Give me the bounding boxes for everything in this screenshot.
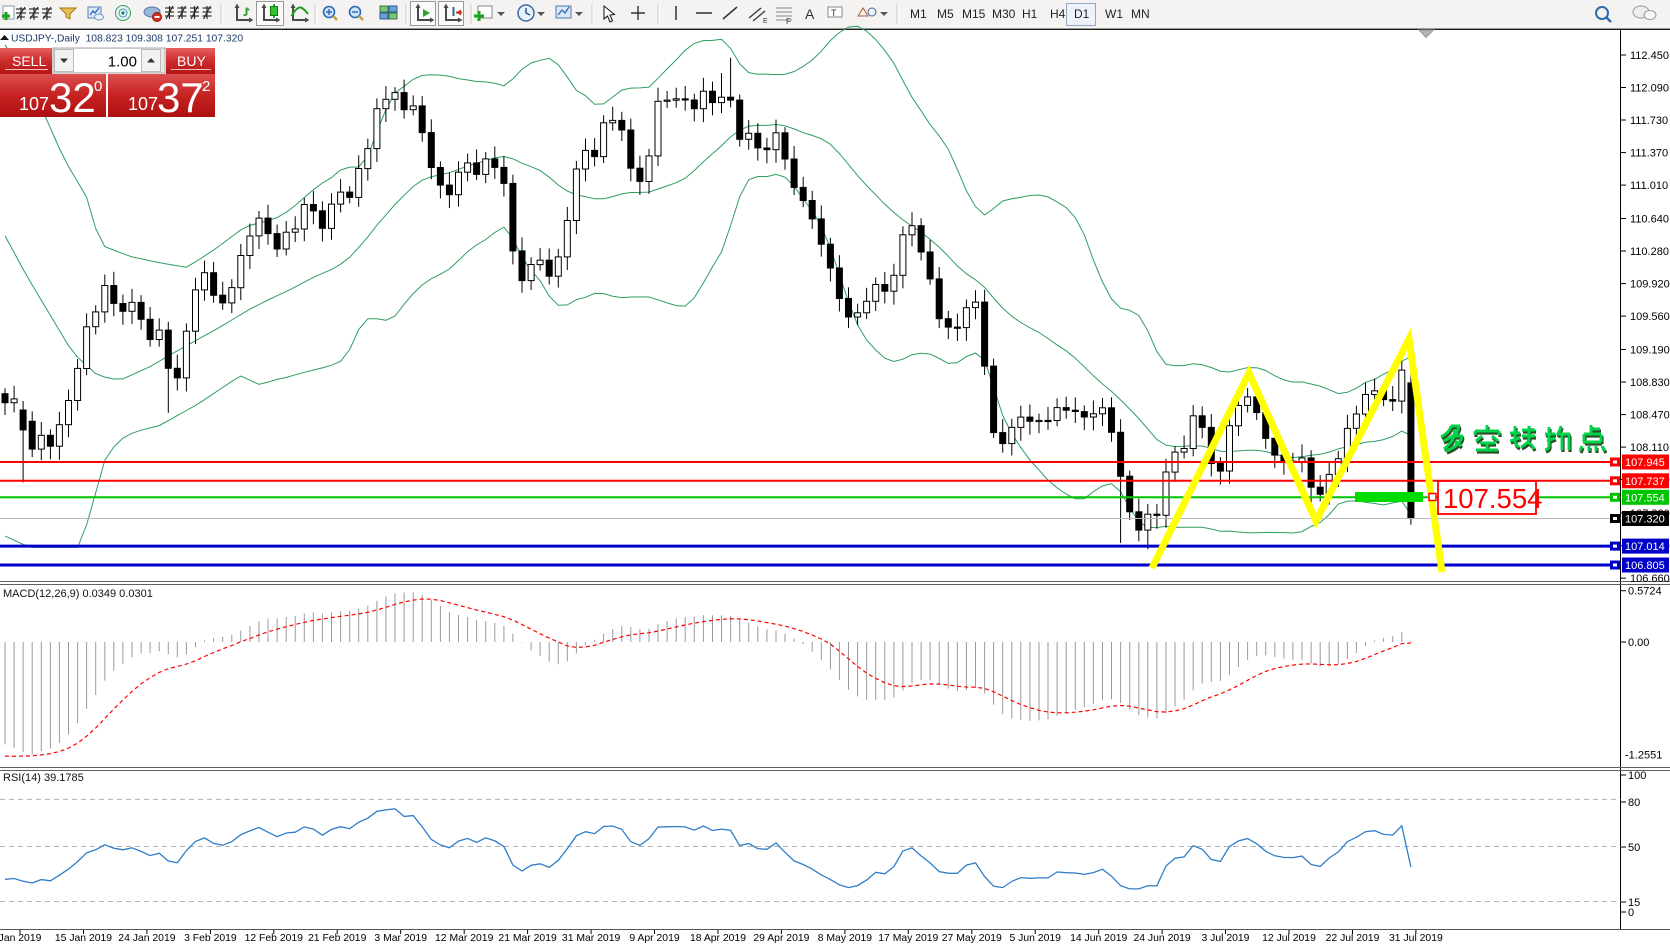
svg-text:1.00: 1.00 <box>108 54 137 71</box>
svg-text:5 Jun 2019: 5 Jun 2019 <box>1009 933 1061 944</box>
svg-text:111.370: 111.370 <box>1630 148 1668 160</box>
svg-text:112.450: 112.450 <box>1630 50 1669 62</box>
svg-text:21 Mar 2019: 21 Mar 2019 <box>498 933 557 944</box>
svg-text:M1: M1 <box>910 7 927 21</box>
svg-text:100: 100 <box>1628 770 1646 782</box>
svg-text:3 Jul 2019: 3 Jul 2019 <box>1202 933 1250 944</box>
svg-text:32: 32 <box>49 74 96 121</box>
svg-text:108.110: 108.110 <box>1630 442 1669 454</box>
svg-text:111.730: 111.730 <box>1630 115 1668 127</box>
svg-text:37: 37 <box>157 74 204 121</box>
svg-text:107: 107 <box>128 94 158 114</box>
svg-text:50: 50 <box>1628 842 1640 854</box>
svg-text:31 Jul 2019: 31 Jul 2019 <box>1389 933 1443 944</box>
svg-text:29 Apr 2019: 29 Apr 2019 <box>753 933 809 944</box>
svg-text:107.945: 107.945 <box>1625 457 1665 469</box>
svg-text:110.640: 110.640 <box>1630 214 1669 226</box>
svg-text:107.554: 107.554 <box>1625 492 1665 504</box>
svg-text:110.280: 110.280 <box>1630 246 1669 258</box>
svg-text:31 Mar 2019: 31 Mar 2019 <box>562 933 621 944</box>
svg-text:17 May 2019: 17 May 2019 <box>878 933 938 944</box>
svg-text:109.920: 109.920 <box>1630 279 1670 291</box>
svg-text:E: E <box>763 18 768 25</box>
svg-text:107.737: 107.737 <box>1625 476 1665 488</box>
svg-text:111.010: 111.010 <box>1630 180 1668 192</box>
svg-text:18 Apr 2019: 18 Apr 2019 <box>690 933 746 944</box>
svg-text:24 Jun 2019: 24 Jun 2019 <box>1133 933 1190 944</box>
svg-text:112.090: 112.090 <box>1630 83 1669 95</box>
svg-text:0.00: 0.00 <box>1628 637 1649 649</box>
svg-text:MN: MN <box>1131 7 1150 21</box>
svg-text:0: 0 <box>1628 907 1634 919</box>
svg-text:27 May 2019: 27 May 2019 <box>942 933 1002 944</box>
svg-text:-1.2551: -1.2551 <box>1625 750 1662 762</box>
svg-text:F: F <box>786 17 791 26</box>
svg-text:H1: H1 <box>1022 7 1038 21</box>
svg-text:107.554: 107.554 <box>1443 483 1542 514</box>
svg-text:M30: M30 <box>992 7 1016 21</box>
svg-text:Jan 2019: Jan 2019 <box>0 933 42 944</box>
svg-text:W1: W1 <box>1105 7 1123 21</box>
svg-text:14 Jun 2019: 14 Jun 2019 <box>1070 933 1127 944</box>
svg-text:107.320: 107.320 <box>1625 514 1665 526</box>
svg-text:12 Jul 2019: 12 Jul 2019 <box>1262 933 1316 944</box>
svg-text:M5: M5 <box>937 7 954 21</box>
svg-text:24 Jan 2019: 24 Jan 2019 <box>118 933 175 944</box>
svg-text:3 Mar 2019: 3 Mar 2019 <box>374 933 427 944</box>
svg-text:109.190: 109.190 <box>1630 345 1670 357</box>
svg-text:12 Feb 2019: 12 Feb 2019 <box>245 933 304 944</box>
svg-text:SELL: SELL <box>12 53 46 69</box>
svg-text:A: A <box>805 6 815 22</box>
svg-text:15: 15 <box>1628 897 1640 909</box>
svg-text:2: 2 <box>202 78 210 95</box>
svg-text:80: 80 <box>1628 797 1640 809</box>
svg-text:RSI(14) 39.1785: RSI(14) 39.1785 <box>3 772 84 784</box>
svg-text:T: T <box>831 8 837 18</box>
svg-text:D1: D1 <box>1074 7 1090 21</box>
svg-text:107.014: 107.014 <box>1625 541 1665 553</box>
svg-text:BUY: BUY <box>177 53 206 69</box>
svg-text:MACD(12,26,9) 0.0349 0.0301: MACD(12,26,9) 0.0349 0.0301 <box>3 588 153 600</box>
svg-text:9 Apr 2019: 9 Apr 2019 <box>629 933 679 944</box>
svg-text:106.805: 106.805 <box>1625 560 1665 572</box>
svg-text:106.660: 106.660 <box>1630 573 1670 585</box>
svg-text:109.560: 109.560 <box>1630 311 1670 323</box>
svg-text:M15: M15 <box>962 7 986 21</box>
svg-text:3 Feb 2019: 3 Feb 2019 <box>184 933 237 944</box>
svg-text:21 Feb 2019: 21 Feb 2019 <box>308 933 367 944</box>
svg-text:108.470: 108.470 <box>1630 410 1670 422</box>
svg-text:22 Jul 2019: 22 Jul 2019 <box>1326 933 1380 944</box>
svg-text:0: 0 <box>94 78 102 95</box>
svg-text:12 Mar 2019: 12 Mar 2019 <box>435 933 494 944</box>
svg-text:0.5724: 0.5724 <box>1628 586 1662 598</box>
svg-text:107: 107 <box>19 94 49 114</box>
svg-text:8 May 2019: 8 May 2019 <box>818 933 873 944</box>
svg-text:H4: H4 <box>1050 7 1066 21</box>
svg-text:USDJPY-,Daily 108.823 109.308: USDJPY-,Daily 108.823 109.308 107.251 10… <box>11 34 243 45</box>
svg-text:108.830: 108.830 <box>1630 377 1670 389</box>
svg-text:15 Jan 2019: 15 Jan 2019 <box>55 933 112 944</box>
